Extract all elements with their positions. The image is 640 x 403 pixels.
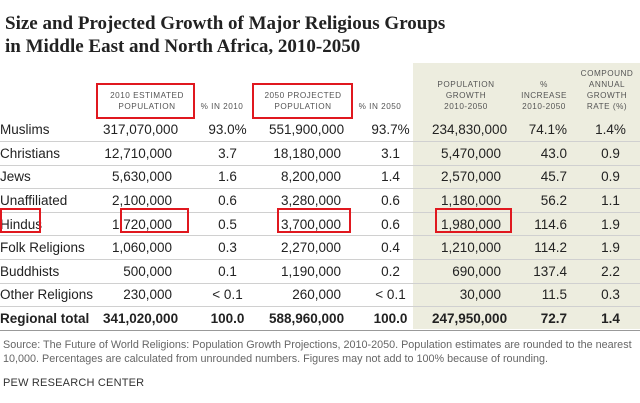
growth-rate-cell: 0.9 <box>581 165 640 190</box>
group-name-cell: Jews <box>0 165 103 190</box>
table-row: Jews 5,630,000 1.6 8,200,000 1.4 2,570,000 45.… <box>0 165 640 190</box>
source-note: Source: The Future of World Religions: P… <box>3 339 632 365</box>
pop-growth-cell: 5,470,000 <box>432 141 525 166</box>
growth-rate-cell: 1.9 <box>581 235 640 261</box>
group-name-cell: Buddhists <box>0 259 103 284</box>
pct-2050-cell: 100.0 <box>349 306 432 331</box>
pct-2010-cell: 93.0% <box>186 118 269 143</box>
header-population-growth: POPULATION GROWTH 2010-2050 <box>437 80 495 111</box>
growth-rate-cell: 0.9 <box>581 141 640 166</box>
pop-growth-cell: 30,000 <box>432 283 525 308</box>
growth-rate-cell: 0.3 <box>581 283 640 308</box>
pct-2010-cell: 0.3 <box>186 235 269 261</box>
group-name-cell: Christians <box>0 141 103 166</box>
growth-rate-cell: 1.4 <box>581 306 640 331</box>
highlight-hindus-growth <box>435 208 512 233</box>
pct-increase-cell: 72.7 <box>525 306 581 331</box>
pct-2010-cell: 0.1 <box>186 259 269 284</box>
total-row: Regional total 341,020,000 100.0 588,960,00… <box>0 306 640 331</box>
chart-title: Size and Projected Growth of Major Relig… <box>5 12 625 58</box>
table-row: Christians 12,710,000 3.7 18,180,000 3.1 5,47… <box>0 141 640 166</box>
title-line-1: Size and Projected Growth of Major Relig… <box>5 13 446 34</box>
table-row: Folk Religions 1,060,000 0.3 2,270,000 0.4 1,… <box>0 235 640 261</box>
pop-2010-cell: 12,710,000 <box>103 141 186 166</box>
pop-2010-cell: 230,000 <box>103 283 186 308</box>
pop-2010-cell: 1,060,000 <box>103 235 186 261</box>
pct-2050-cell: 3.1 <box>349 141 432 166</box>
growth-rate-cell: 1.4% <box>581 118 640 143</box>
group-name-cell: Muslims <box>0 118 103 143</box>
pop-2050-cell: 260,000 <box>269 283 349 308</box>
pop-2010-cell: 317,070,000 <box>103 118 186 143</box>
header-2010-population: 2010 ESTIMATED POPULATION <box>110 91 184 111</box>
pop-2010-cell: 1,720,000 <box>103 212 186 237</box>
table-row: Hindus 1,720,000 0.5 3,700,000 0.6 1,980,000 1… <box>0 212 640 237</box>
growth-rate-cell: 1.1 <box>581 188 640 213</box>
pop-growth-cell: 690,000 <box>432 259 525 284</box>
religious-groups-table: Muslims 317,070,000 93.0% 551,900,000 93.7% 2… <box>0 118 640 331</box>
pop-growth-cell: 1,210,000 <box>432 235 525 261</box>
header-compound-growth-rate: COMPOUND ANNUAL GROWTH RATE (%) <box>580 69 634 111</box>
table-row: Other Religions 230,000 < 0.1 260,000 < 0.1 3… <box>0 283 640 308</box>
pct-2050-cell: 1.4 <box>349 165 432 190</box>
pct-2050-cell: 0.2 <box>349 259 432 284</box>
pop-growth-cell: 2,570,000 <box>432 165 525 190</box>
pct-2050-cell: < 0.1 <box>349 283 432 308</box>
header-pct-2050: % IN 2050 <box>358 102 402 111</box>
growth-rate-cell: 2.2 <box>581 259 640 284</box>
header-pct-increase: % INCREASE 2010-2050 <box>521 80 567 111</box>
pop-2050-cell: 8,200,000 <box>269 165 349 190</box>
pct-2010-cell: 3.7 <box>186 141 269 166</box>
group-name-cell: Other Religions <box>0 283 103 308</box>
pop-2050-cell: 588,960,000 <box>269 306 349 331</box>
group-name-cell: Regional total <box>0 306 103 331</box>
table-row: Muslims 317,070,000 93.0% 551,900,000 93.7% 2… <box>0 118 640 143</box>
pop-2050-cell: 18,180,000 <box>269 141 349 166</box>
pct-2050-cell: 0.6 <box>349 188 432 213</box>
highlight-hindus-2050 <box>277 208 351 233</box>
title-line-2: in Middle East and North Africa, 2010-20… <box>5 36 361 57</box>
pop-2050-cell: 1,190,000 <box>269 259 349 284</box>
pct-increase-cell: 43.0 <box>525 141 581 166</box>
pct-increase-cell: 114.6 <box>525 212 581 237</box>
pop-2050-cell: 2,270,000 <box>269 235 349 261</box>
pop-growth-cell: 234,830,000 <box>432 118 525 143</box>
pct-2010-cell: 0.5 <box>186 212 269 237</box>
pct-2010-cell: < 0.1 <box>186 283 269 308</box>
pct-increase-cell: 11.5 <box>525 283 581 308</box>
pct-2050-cell: 0.6 <box>349 212 432 237</box>
pct-2050-cell: 0.4 <box>349 235 432 261</box>
highlight-2050-header <box>252 83 353 119</box>
highlight-hindus-label <box>0 208 41 233</box>
pop-2050-cell: 551,900,000 <box>269 118 349 143</box>
pct-2010-cell: 100.0 <box>186 306 269 331</box>
pew-brand: PEW RESEARCH CENTER <box>3 377 145 389</box>
header-2050-population: 2050 PROJECTED POPULATION <box>264 91 342 111</box>
growth-rate-cell: 1.9 <box>581 212 640 237</box>
pct-2050-cell: 93.7% <box>349 118 432 143</box>
header-pct-2010: % IN 2010 <box>200 102 244 111</box>
pop-2010-cell: 341,020,000 <box>103 306 186 331</box>
pop-2010-cell: 500,000 <box>103 259 186 284</box>
group-name-cell: Folk Religions <box>0 235 103 261</box>
highlight-2010-header <box>96 83 195 119</box>
highlight-hindus-2010 <box>120 208 189 233</box>
pop-growth-cell: 247,950,000 <box>432 306 525 331</box>
pct-increase-cell: 114.2 <box>525 235 581 261</box>
table-row: Buddhists 500,000 0.1 1,190,000 0.2 690,000 13… <box>0 259 640 284</box>
pct-increase-cell: 137.4 <box>525 259 581 284</box>
pct-increase-cell: 45.7 <box>525 165 581 190</box>
pct-increase-cell: 56.2 <box>525 188 581 213</box>
pct-2010-cell: 1.6 <box>186 165 269 190</box>
pct-increase-cell: 74.1% <box>525 118 581 143</box>
pct-2010-cell: 0.6 <box>186 188 269 213</box>
pop-2010-cell: 5,630,000 <box>103 165 186 190</box>
